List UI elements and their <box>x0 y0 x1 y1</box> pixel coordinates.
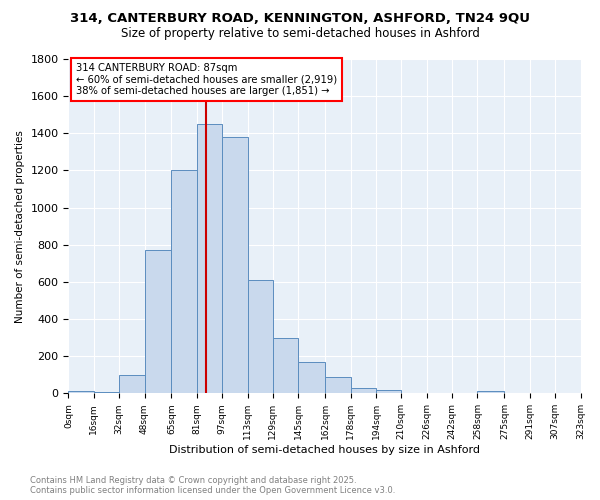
Y-axis label: Number of semi-detached properties: Number of semi-detached properties <box>15 130 25 322</box>
Bar <box>172 170 197 394</box>
Bar <box>325 376 350 394</box>
Bar <box>145 250 172 394</box>
Text: 314, CANTERBURY ROAD, KENNINGTON, ASHFORD, TN24 9QU: 314, CANTERBURY ROAD, KENNINGTON, ASHFOR… <box>70 12 530 26</box>
Bar <box>350 388 376 394</box>
Bar <box>119 375 145 394</box>
Bar <box>376 390 401 394</box>
Bar <box>94 392 119 394</box>
Bar <box>273 338 298 394</box>
X-axis label: Distribution of semi-detached houses by size in Ashford: Distribution of semi-detached houses by … <box>169 445 480 455</box>
Bar <box>222 137 248 394</box>
Bar <box>248 280 273 394</box>
Text: Size of property relative to semi-detached houses in Ashford: Size of property relative to semi-detach… <box>121 28 479 40</box>
Text: 314 CANTERBURY ROAD: 87sqm
← 60% of semi-detached houses are smaller (2,919)
38%: 314 CANTERBURY ROAD: 87sqm ← 60% of semi… <box>76 62 337 96</box>
Bar <box>68 390 94 394</box>
Bar <box>478 391 505 394</box>
Text: Contains HM Land Registry data © Crown copyright and database right 2025.
Contai: Contains HM Land Registry data © Crown c… <box>30 476 395 495</box>
Bar <box>197 124 222 394</box>
Bar <box>298 362 325 394</box>
